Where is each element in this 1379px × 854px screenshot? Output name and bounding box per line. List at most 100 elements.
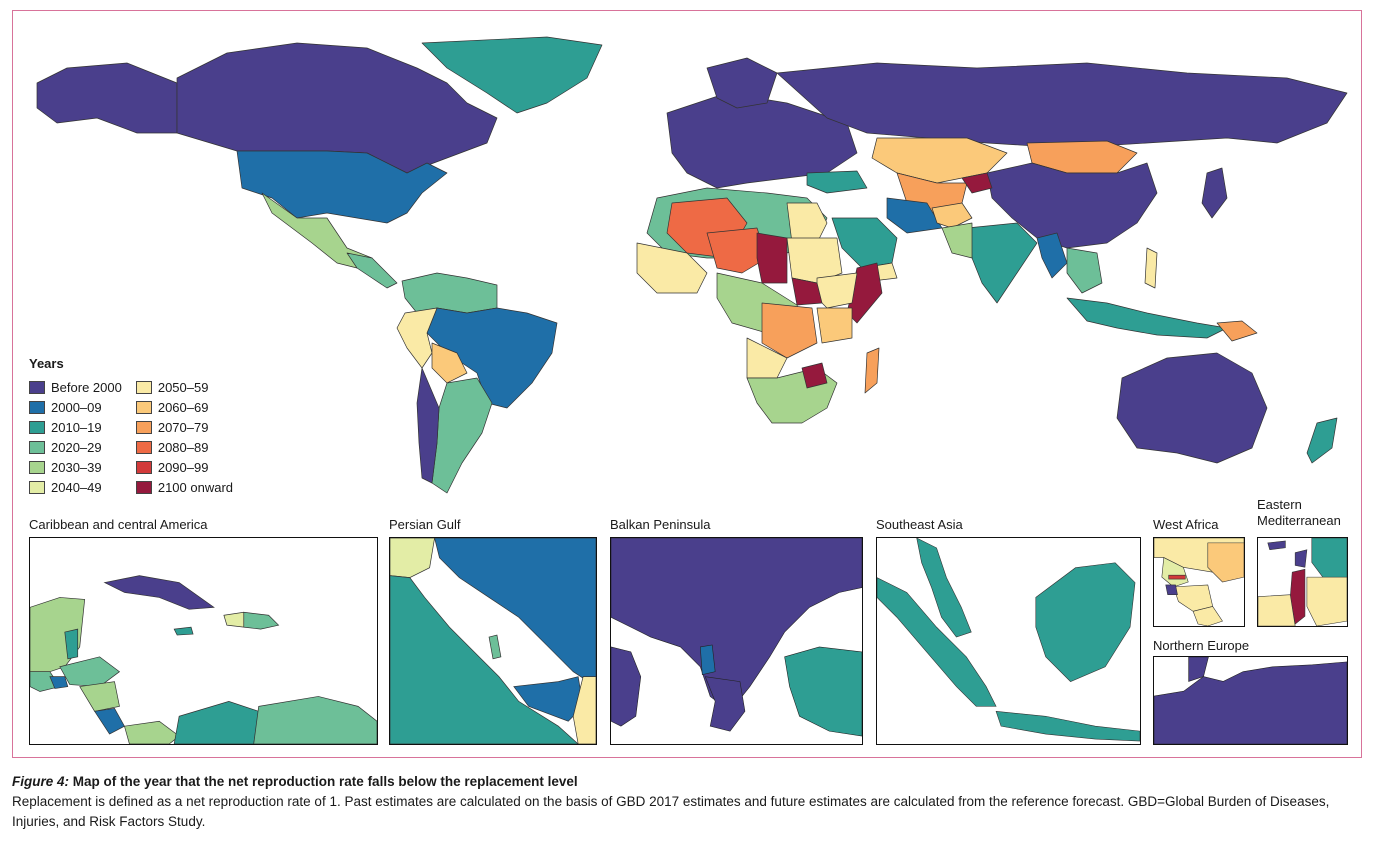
legend-title: Years <box>29 356 64 371</box>
region-bolivia <box>431 342 468 384</box>
caption-label: Figure 4: <box>12 774 70 789</box>
legend-label: 2060–69 <box>157 400 209 415</box>
legend-swatch <box>29 381 45 394</box>
region-greece <box>704 676 746 732</box>
legend-item: 2000–09 <box>29 399 122 416</box>
region-tajik <box>961 172 993 194</box>
region-egypt-sinai <box>1258 594 1296 626</box>
region-malay-peninsula <box>916 538 972 638</box>
region-senegal <box>1161 557 1189 588</box>
region-india <box>966 222 1038 304</box>
legend-item: 2060–69 <box>135 399 233 416</box>
inset-map-caribbean <box>29 537 378 745</box>
inset-map-eastern-med-svg <box>1258 538 1347 626</box>
legend-label: 2020–29 <box>51 440 102 455</box>
region-java <box>995 710 1140 742</box>
legend-swatch <box>29 461 45 474</box>
region-png <box>1216 320 1258 342</box>
region-iran-gulf <box>434 538 596 687</box>
region-denmark <box>1188 657 1209 682</box>
region-philippines <box>1144 247 1158 289</box>
legend-column-2: 2050–59 2060–69 2070–79 2080–89 2090–99 … <box>135 379 233 496</box>
region-jordan <box>1306 576 1347 626</box>
legend-item: 2030–39 <box>29 459 122 476</box>
region-costa-rica <box>94 707 125 735</box>
region-lebanon <box>1294 549 1308 568</box>
world-map <box>27 23 1357 523</box>
region-elsalvador <box>49 676 69 689</box>
inset-label-caribbean: Caribbean and central America <box>29 517 208 532</box>
region-borneo <box>1035 562 1136 682</box>
region-south-sudan <box>791 277 823 306</box>
legend-swatch <box>135 401 152 414</box>
region-alaska <box>36 62 178 134</box>
region-mali <box>1207 542 1244 583</box>
region-new-zealand <box>1306 417 1338 464</box>
region-madagascar <box>864 347 880 394</box>
legend-item: 2010–19 <box>29 419 122 436</box>
inset-map-west-africa-svg <box>1154 538 1244 626</box>
region-nicaragua <box>79 681 120 712</box>
legend-item: 2050–59 <box>135 379 233 396</box>
inset-map-balkan <box>610 537 863 745</box>
region-saudi <box>831 217 898 269</box>
legend-item: 2090–99 <box>135 459 233 476</box>
region-venezuela <box>253 696 377 744</box>
region-qatar <box>488 634 502 660</box>
region-cuba <box>103 575 215 610</box>
legend-swatch <box>135 421 152 434</box>
inset-label-southeast-asia: Southeast Asia <box>876 517 963 532</box>
region-guinea-bissau <box>1165 584 1178 596</box>
region-jamaica <box>173 626 194 636</box>
legend-label: 2050–59 <box>157 380 209 395</box>
legend-item: 2070–79 <box>135 419 233 436</box>
region-oman <box>572 676 596 744</box>
region-west-africa <box>636 242 708 294</box>
region-albania <box>699 644 716 676</box>
region-italy-heel <box>611 646 642 727</box>
legend-label: 2080–89 <box>157 440 209 455</box>
region-sumatra <box>877 577 997 707</box>
legend-label: 2070–79 <box>157 420 209 435</box>
legend: Years Before 2000 2000–09 2010–19 2020–2… <box>29 356 233 496</box>
legend-swatch <box>29 441 45 454</box>
figure-caption: Figure 4: Map of the year that the net r… <box>12 772 1367 832</box>
region-belize <box>64 628 79 660</box>
legend-swatch <box>135 481 152 494</box>
legend-label: 2040–49 <box>51 480 102 495</box>
inset-label-eastern-med: Eastern Mediterranean <box>1257 497 1341 528</box>
region-central-america <box>346 252 398 289</box>
region-turkey <box>806 170 868 194</box>
inset-label-balkan: Balkan Peninsula <box>610 517 711 532</box>
inset-map-eastern-med <box>1257 537 1348 627</box>
legend-label: 2010–19 <box>51 420 102 435</box>
legend-column-1: Before 2000 2000–09 2010–19 2020–29 2030… <box>29 379 122 496</box>
region-japan <box>1201 167 1228 219</box>
legend-label: 2030–39 <box>51 460 102 475</box>
region-syria <box>1311 538 1347 583</box>
region-scandinavia <box>706 57 778 109</box>
inset-map-west-africa <box>1153 537 1245 627</box>
legend-item: 2080–89 <box>135 439 233 456</box>
region-cyprus <box>1267 540 1286 551</box>
legend-item: 2040–49 <box>29 479 122 496</box>
legend-swatch <box>135 441 152 454</box>
region-north-south-america <box>401 272 498 314</box>
region-myanmar <box>1036 232 1068 279</box>
inset-label-persian-gulf: Persian Gulf <box>389 517 461 532</box>
inset-label-west-africa: West Africa <box>1153 517 1219 532</box>
region-kuwait <box>390 538 435 578</box>
region-guinea <box>1173 584 1214 612</box>
legend-swatch <box>135 461 152 474</box>
region-usa <box>236 150 448 224</box>
caption-title: Map of the year that the net reproductio… <box>72 774 578 789</box>
legend-swatch <box>29 421 45 434</box>
region-egypt <box>786 202 828 244</box>
region-east-africa <box>816 307 853 344</box>
world-map-svg <box>36 36 1348 494</box>
region-thai-viet <box>1066 247 1103 294</box>
region-panama <box>124 720 180 744</box>
legend-swatch <box>135 381 152 394</box>
legend-item: Before 2000 <box>29 379 122 396</box>
region-saudi-gulf <box>390 575 579 744</box>
